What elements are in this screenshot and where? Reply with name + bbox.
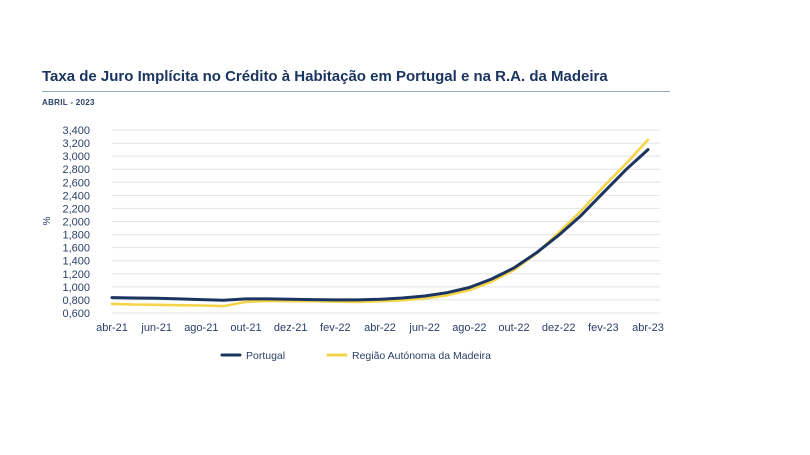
legend-item-madeira: Região Autónoma da Madeira — [326, 350, 491, 362]
gridlines — [112, 129, 660, 314]
y-tick-label: 2,000 — [62, 217, 90, 229]
x-tick-label: abr-22 — [364, 322, 396, 334]
title-divider — [42, 91, 670, 92]
y-tick-label: 3,000 — [62, 151, 90, 163]
y-tick-label: 1,800 — [62, 230, 90, 242]
y-tick-label: 0,800 — [62, 295, 90, 307]
y-tick-label: 2,600 — [62, 177, 90, 189]
x-tick-label: abr-23 — [632, 322, 664, 334]
chart-subtitle: ABRIL - 2023 — [42, 98, 95, 107]
y-axis-label: % — [42, 216, 53, 225]
x-tick-label: ago-21 — [184, 322, 218, 334]
y-tick-label: 2,200 — [62, 203, 90, 215]
y-tick-label: 1,400 — [62, 256, 90, 268]
legend-item-portugal: Portugal — [220, 350, 285, 362]
legend-label: Região Autónoma da Madeira — [352, 350, 491, 362]
legend: Portugal Região Autónoma da Madeira — [220, 350, 491, 362]
y-tick-label: 0,600 — [62, 308, 90, 320]
series-line-madeira — [110, 138, 650, 308]
x-tick-label: dez-21 — [274, 322, 308, 334]
y-tick-label: 2,400 — [62, 190, 90, 202]
x-axis-ticks: abr-21 jun-21 ago-21 out-21 dez-21 fev-22 abr-… — [96, 322, 664, 334]
x-tick-label: out-22 — [498, 322, 529, 334]
x-tick-label: ago-22 — [452, 322, 486, 334]
x-tick-label: jun-22 — [408, 322, 440, 334]
y-tick-label: 1,000 — [62, 282, 90, 294]
series-line-portugal — [110, 148, 650, 302]
x-tick-label: out-21 — [230, 322, 261, 334]
x-tick-label: dez-22 — [542, 322, 576, 334]
x-tick-label: fev-22 — [320, 322, 351, 334]
y-tick-label: 1,200 — [62, 269, 90, 281]
series-lines — [110, 138, 650, 308]
x-tick-label: jun-21 — [140, 322, 172, 334]
y-tick-label: 1,600 — [62, 243, 90, 255]
y-tick-label: 2,800 — [62, 164, 90, 176]
x-tick-label: abr-21 — [96, 322, 128, 334]
x-tick-label: fev-23 — [588, 322, 619, 334]
legend-label: Portugal — [246, 350, 285, 362]
y-tick-label: 3,400 — [62, 125, 90, 137]
y-tick-label: 3,200 — [62, 138, 90, 150]
chart-title: Taxa de Juro Implícita no Crédito à Habi… — [42, 68, 608, 85]
